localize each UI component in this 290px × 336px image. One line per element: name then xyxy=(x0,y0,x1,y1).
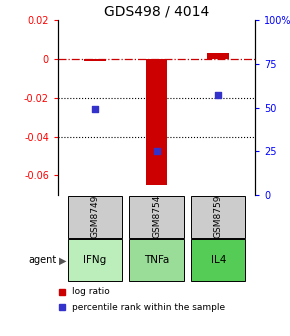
Bar xyxy=(146,59,167,185)
Bar xyxy=(191,196,245,238)
Text: ▶: ▶ xyxy=(59,255,67,265)
Bar xyxy=(130,196,184,238)
Bar xyxy=(207,53,229,59)
Bar xyxy=(191,240,245,281)
Title: GDS498 / 4014: GDS498 / 4014 xyxy=(104,5,209,19)
Text: log ratio: log ratio xyxy=(72,287,110,296)
Text: TNFa: TNFa xyxy=(144,255,169,265)
Point xyxy=(216,93,221,98)
Text: agent: agent xyxy=(28,255,57,265)
Bar xyxy=(68,196,122,238)
Text: IL4: IL4 xyxy=(211,255,226,265)
Point xyxy=(154,149,159,154)
Text: IFNg: IFNg xyxy=(83,255,107,265)
Bar xyxy=(130,240,184,281)
Bar xyxy=(84,59,106,61)
Point xyxy=(93,107,97,112)
Text: GSM8754: GSM8754 xyxy=(152,195,161,239)
Text: GSM8749: GSM8749 xyxy=(90,195,99,239)
Text: GSM8759: GSM8759 xyxy=(214,195,223,239)
Bar xyxy=(68,240,122,281)
Text: percentile rank within the sample: percentile rank within the sample xyxy=(72,303,225,312)
